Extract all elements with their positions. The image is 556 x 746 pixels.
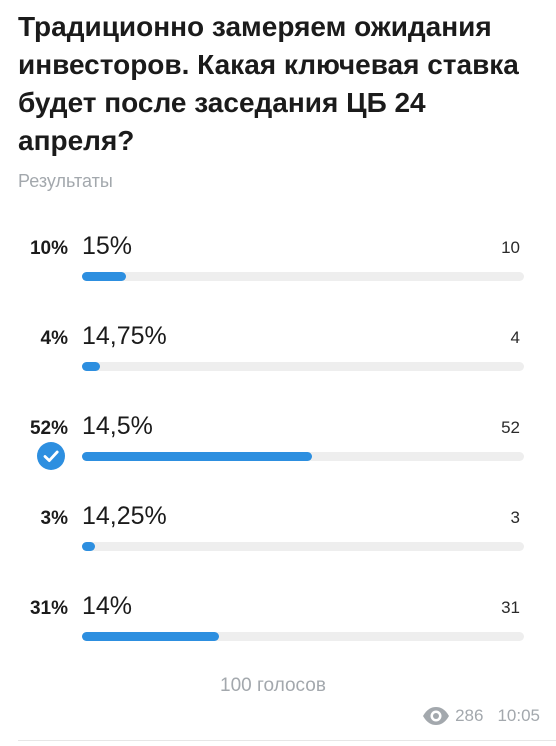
message-time: 10:05 <box>497 706 540 725</box>
option-label: 14,5% <box>82 412 153 440</box>
option-vote-count: 52 <box>501 418 520 437</box>
option-vote-count: 31 <box>501 598 520 617</box>
option-percent: 31% <box>29 598 68 619</box>
message-meta: 286 10:05 <box>421 706 540 726</box>
option-progress-track <box>82 632 524 641</box>
option-progress-fill <box>82 272 127 281</box>
option-label: 15% <box>82 232 133 260</box>
option-label: 14% <box>82 592 133 620</box>
option-progress-fill <box>82 542 96 551</box>
checkmark-circle-icon <box>37 442 65 470</box>
option-label: 14,25% <box>82 502 167 530</box>
poll-option-3[interactable]: 52% 14,5% 52 <box>0 410 556 480</box>
poll-type-label: Результаты <box>18 171 113 191</box>
poll-option-4[interactable]: 3% 14,25% 3 <box>0 500 556 570</box>
option-progress-track <box>82 452 524 461</box>
divider <box>18 740 556 741</box>
poll-option-2[interactable]: 4% 14,75% 4 <box>0 320 556 390</box>
option-percent: 4% <box>40 328 68 349</box>
option-label: 14,75% <box>82 322 167 350</box>
option-vote-count: 10 <box>501 238 520 257</box>
option-progress-fill <box>82 362 100 371</box>
option-progress-fill <box>82 632 220 641</box>
option-percent: 3% <box>40 508 68 529</box>
poll-question: Традиционно замеряем ожидания инвесторов… <box>18 11 519 156</box>
view-count: 286 <box>455 706 484 725</box>
option-percent: 10% <box>29 238 68 259</box>
option-progress-track <box>82 542 524 551</box>
option-progress-track <box>82 362 524 371</box>
poll-option-1[interactable]: 10% 15% 10 <box>0 230 556 300</box>
option-percent: 52% <box>29 418 68 439</box>
poll-option-5[interactable]: 31% 14% 31 <box>0 590 556 660</box>
option-vote-count: 4 <box>510 328 520 347</box>
eye-icon <box>421 706 451 726</box>
option-progress-track <box>82 272 524 281</box>
option-vote-count: 3 <box>510 508 520 527</box>
option-progress-fill <box>82 452 312 461</box>
total-votes-button[interactable]: 100 голосов <box>220 675 326 696</box>
